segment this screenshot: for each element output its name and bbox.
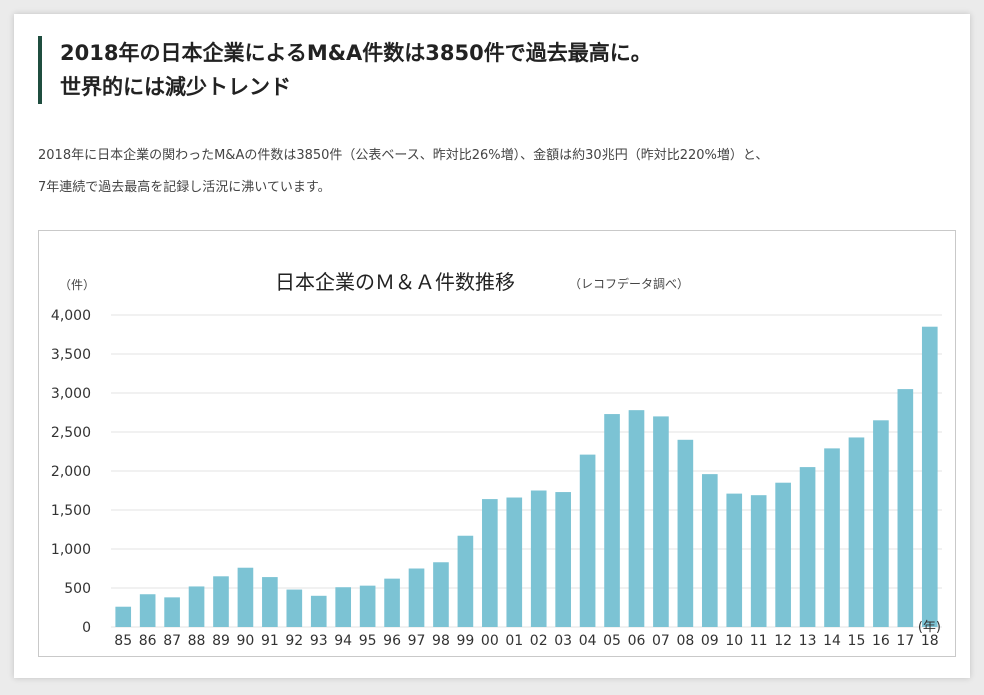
article-lead: 2018年に日本企業の関わったM&Aの件数は3850件（公表ベース、昨対比26%…	[38, 140, 953, 204]
x-tick-label: 18	[921, 633, 939, 649]
bar	[799, 467, 816, 627]
y-tick-label: 3,000	[51, 386, 91, 402]
y-axis-unit-label: （件）	[59, 278, 95, 292]
x-tick-label: 14	[823, 633, 841, 649]
y-tick-label: 1,000	[51, 542, 91, 558]
bar	[775, 482, 791, 627]
x-tick-label: 85	[114, 633, 132, 649]
bar	[408, 568, 425, 627]
x-tick-label: 09	[701, 633, 719, 649]
bar	[873, 420, 889, 627]
x-tick-label: 03	[554, 633, 572, 649]
bar	[335, 587, 352, 627]
bar	[237, 567, 254, 627]
bar	[530, 490, 547, 627]
y-tick-label: 500	[64, 581, 91, 597]
x-tick-label: 95	[359, 633, 377, 649]
bar	[164, 597, 180, 627]
bar	[188, 586, 205, 627]
y-tick-label: 3,500	[51, 347, 91, 363]
x-tick-label: 89	[212, 633, 230, 649]
bar	[579, 454, 596, 627]
y-tick-label: 2,500	[51, 425, 91, 441]
x-axis-unit-label: (年)	[918, 620, 941, 635]
headline-line-1: 2018年の日本企業によるM&A件数は3850件で過去最高に。	[60, 41, 652, 65]
x-tick-label: 17	[896, 633, 914, 649]
x-tick-label: 00	[481, 633, 499, 649]
x-tick-label: 07	[652, 633, 670, 649]
x-tick-label: 11	[750, 633, 768, 649]
article-card: 2018年の日本企業によるM&A件数は3850件で過去最高に。 世界的には減少ト…	[14, 14, 970, 678]
x-tick-label: 02	[530, 633, 548, 649]
lead-line-2: 7年連続で過去最高を記録し活況に沸いています。	[38, 180, 331, 195]
bar	[286, 589, 303, 627]
chart-title: 日本企業のＭ＆Ａ件数推移	[275, 270, 515, 294]
x-tick-label: 86	[139, 633, 157, 649]
bar	[139, 594, 156, 627]
bar-chart: 日本企業のＭ＆Ａ件数推移 （レコフデータ調べ）（件）05001,0001,5002…	[51, 270, 942, 649]
x-tick-label: 13	[799, 633, 817, 649]
x-tick-label: 99	[456, 633, 474, 649]
bar	[482, 499, 498, 627]
x-tick-label: 16	[872, 633, 890, 649]
bar	[653, 416, 669, 627]
bar	[921, 326, 938, 627]
bar	[310, 595, 327, 627]
bar	[628, 410, 645, 627]
headline-line-2: 世界的には減少トレンド	[60, 75, 291, 99]
x-tick-label: 96	[383, 633, 401, 649]
bar	[604, 414, 620, 627]
x-tick-label: 94	[334, 633, 352, 649]
x-tick-label: 92	[285, 633, 303, 649]
x-tick-label: 93	[310, 633, 328, 649]
y-tick-label: 0	[82, 620, 91, 636]
bar	[433, 562, 449, 627]
bar	[897, 389, 914, 627]
x-tick-label: 97	[408, 633, 426, 649]
bar	[555, 492, 571, 627]
lead-line-1: 2018年に日本企業の関わったM&Aの件数は3850件（公表ベース、昨対比26%…	[38, 148, 769, 163]
bar	[262, 577, 278, 627]
x-tick-label: 01	[505, 633, 523, 649]
bar	[359, 585, 376, 627]
x-tick-label: 05	[603, 633, 621, 649]
article-headline: 2018年の日本企業によるM&A件数は3850件で過去最高に。 世界的には減少ト…	[38, 36, 960, 104]
x-tick-label: 91	[261, 633, 279, 649]
bar	[701, 474, 718, 627]
bar	[506, 497, 523, 627]
x-tick-label: 04	[579, 633, 597, 649]
bar	[213, 576, 229, 627]
bar	[824, 448, 840, 627]
y-tick-label: 2,000	[51, 464, 91, 480]
x-tick-label: 15	[848, 633, 866, 649]
bar	[750, 495, 767, 627]
x-tick-label: 87	[163, 633, 181, 649]
bar	[677, 439, 694, 627]
chart-container: 日本企業のＭ＆Ａ件数推移 （レコフデータ調べ） （件） 0 500 1,000 1,500 2…	[38, 230, 956, 657]
bar	[115, 606, 132, 627]
x-tick-label: 12	[774, 633, 792, 649]
x-tick-label: 10	[725, 633, 743, 649]
x-tick-label: 06	[628, 633, 646, 649]
x-tick-label: 08	[676, 633, 694, 649]
bar	[726, 493, 743, 627]
chart-subtitle: （レコフデータ調べ）	[569, 276, 689, 291]
x-tick-label: 90	[237, 633, 255, 649]
x-tick-label: 88	[188, 633, 206, 649]
y-tick-label: 1,500	[51, 503, 91, 519]
bar	[384, 578, 400, 627]
bar	[457, 535, 474, 627]
bar	[848, 437, 865, 627]
x-tick-label: 98	[432, 633, 450, 649]
y-tick-label: 4,000	[51, 308, 91, 324]
